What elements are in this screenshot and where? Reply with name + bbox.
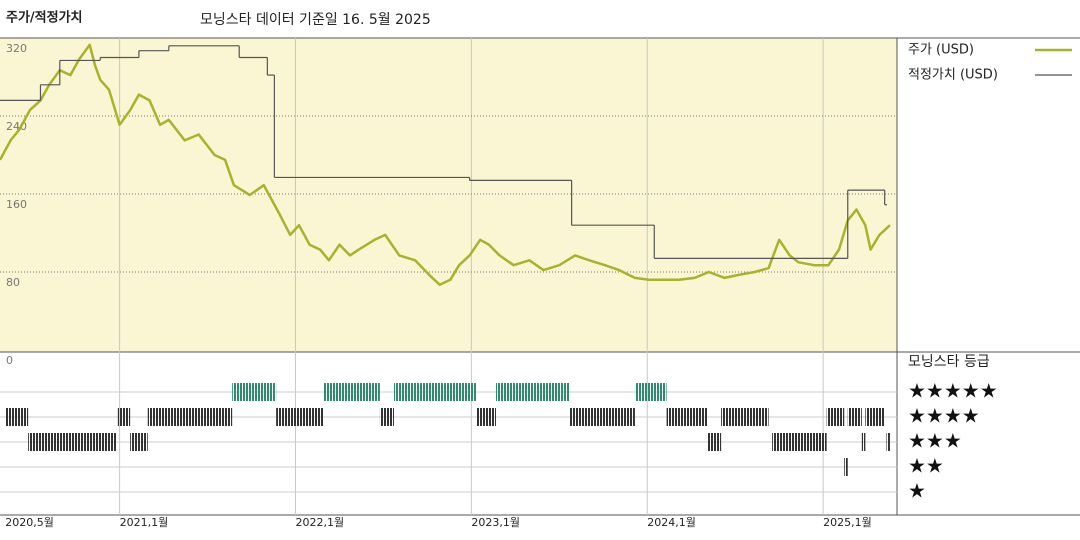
rating-period <box>865 408 885 426</box>
rating-period <box>476 408 496 426</box>
rating-label: ★ <box>908 479 926 503</box>
chart-title: 주가/적정가치 <box>6 10 83 26</box>
rating-period <box>886 433 890 451</box>
rating-label: ★★★★★ <box>908 379 998 403</box>
x-tick-label: 2020,5월 <box>5 516 54 529</box>
y-tick-label: 320 <box>6 42 27 55</box>
rating-period <box>117 408 131 426</box>
y-tick-label: 160 <box>6 198 27 211</box>
rating-period <box>28 433 117 451</box>
rating-label: ★★ <box>908 454 944 478</box>
legend-label: 적정가치 (USD) <box>908 68 998 83</box>
rating-period <box>826 408 845 426</box>
y-tick-label: 80 <box>6 276 20 289</box>
rating-period <box>847 408 862 426</box>
rating-period <box>844 458 848 476</box>
marks: 2020,5월 2021,1월 2022,1월 2023,1월 2024,1월 2025,… <box>0 38 1072 529</box>
rating-period <box>379 408 394 426</box>
x-tick-label: 2024,1월 <box>647 516 696 529</box>
rating-period <box>393 383 477 401</box>
rating-period <box>772 433 827 451</box>
rating-period <box>495 383 570 401</box>
rating-label: ★★★ <box>908 429 962 453</box>
rating-period <box>147 408 233 426</box>
rating-period <box>232 383 277 401</box>
x-tick-label: 2025,1월 <box>823 516 872 529</box>
legend-label: 주가 (USD) <box>908 43 974 58</box>
x-tick-label: 2021,1월 <box>120 516 169 529</box>
price-line <box>0 43 891 286</box>
rating-period <box>861 433 866 451</box>
rating-period <box>323 383 380 401</box>
rating-period <box>130 433 148 451</box>
rating-period <box>569 408 635 426</box>
rating-period <box>721 408 769 426</box>
chart-subtitle: 모닝스타 데이터 기준일 16. 5월 2025 <box>200 12 431 28</box>
rating-period <box>707 433 722 451</box>
x-tick-label: 2023,1월 <box>471 516 520 529</box>
rating-title: 모닝스타 등급 <box>908 354 990 370</box>
rating-period <box>634 383 667 401</box>
rating-period <box>5 408 29 426</box>
y-tick-label: 0 <box>6 354 13 367</box>
plot-background <box>0 38 897 352</box>
rating-period <box>666 408 708 426</box>
x-tick-label: 2022,1월 <box>295 516 344 529</box>
rating-period <box>276 408 324 426</box>
rating-label: ★★★★ <box>908 404 980 428</box>
